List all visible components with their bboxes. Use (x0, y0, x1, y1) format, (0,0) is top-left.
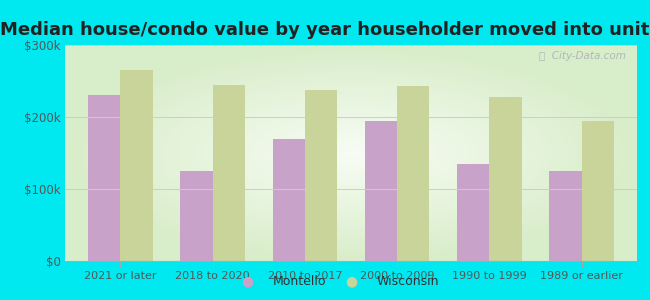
Bar (365, 121, 397, 261)
Bar (213, 85, 245, 261)
Bar (457, 164, 489, 261)
Text: Median house/condo value by year householder moved into unit: Median house/condo value by year househo… (0, 21, 650, 39)
Text: ⓘ  City-Data.com: ⓘ City-Data.com (539, 52, 625, 61)
Bar (88, 95, 120, 261)
Bar (489, 97, 522, 261)
Bar (549, 171, 582, 261)
Bar (120, 70, 153, 261)
Text: Wisconsin: Wisconsin (377, 275, 439, 288)
Bar (272, 139, 305, 261)
Text: Montello: Montello (273, 275, 326, 288)
Bar (582, 121, 614, 261)
Bar (397, 86, 430, 261)
Bar (305, 90, 337, 261)
Text: ●: ● (345, 274, 357, 288)
Bar (180, 171, 213, 261)
Text: ●: ● (241, 274, 253, 288)
